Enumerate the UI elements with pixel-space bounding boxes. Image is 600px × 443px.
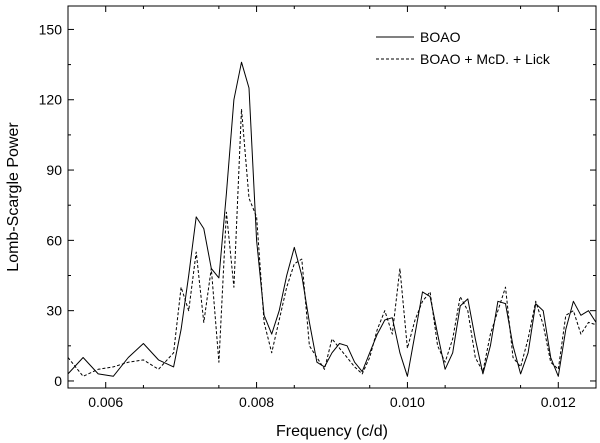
series-lines — [68, 61, 596, 377]
y-tick-label: 0 — [54, 373, 62, 389]
y-tick-label: 60 — [46, 232, 62, 248]
series-line-boao-mcd-lick — [68, 108, 596, 377]
y-tick-label: 150 — [39, 21, 63, 37]
legend: BOAO BOAO + McD. + Lick — [376, 29, 551, 67]
axis-ticks: 0.006 0.008 0.010 0.012 0 30 60 90 120 150 — [39, 6, 597, 410]
x-tick-label: 0.012 — [541, 394, 576, 410]
legend-label: BOAO + McD. + Lick — [420, 51, 551, 67]
legend-label: BOAO — [420, 29, 461, 45]
series-line-boao — [68, 61, 596, 377]
plot-frame — [67, 5, 597, 389]
y-tick-label: 30 — [46, 303, 62, 319]
y-axis-title: Lomb-Scargle Power — [5, 122, 22, 272]
y-tick-label: 120 — [39, 92, 63, 108]
x-tick-label: 0.010 — [390, 394, 425, 410]
x-axis-title: Frequency (c/d) — [276, 423, 388, 440]
x-tick-label: 0.006 — [88, 394, 123, 410]
x-tick-label: 0.008 — [239, 394, 274, 410]
y-tick-label: 90 — [46, 162, 62, 178]
